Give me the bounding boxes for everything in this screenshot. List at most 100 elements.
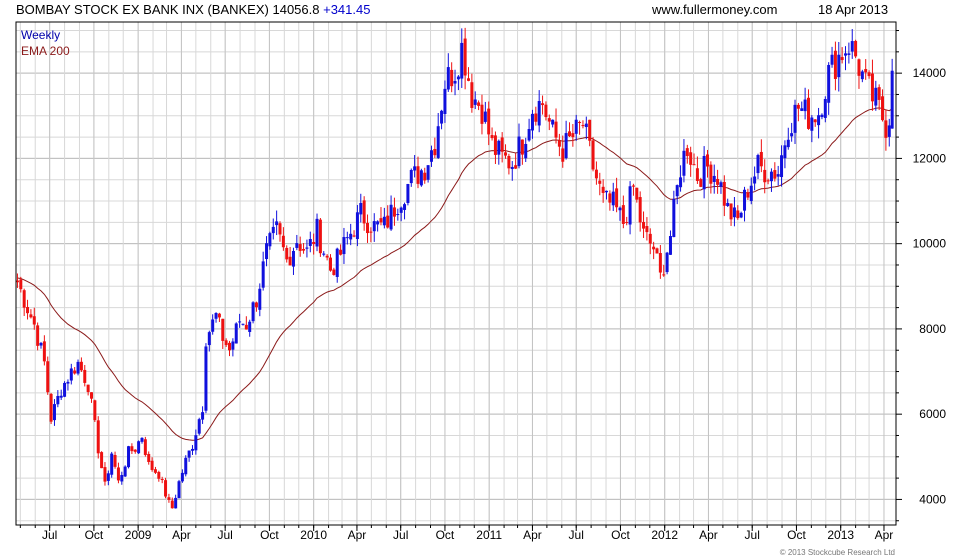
candle-body xyxy=(339,249,343,255)
candle-body xyxy=(332,269,336,275)
candle-body xyxy=(382,216,386,226)
candle-body xyxy=(473,99,477,105)
x-tick-label: 2012 xyxy=(651,528,678,542)
candle-body xyxy=(100,452,104,469)
candle-body xyxy=(729,203,733,220)
candle-body xyxy=(106,473,110,481)
last-value: 14056.8 xyxy=(272,2,320,17)
candle-body xyxy=(564,133,568,159)
candle-body xyxy=(517,136,521,167)
candle-body xyxy=(443,88,447,114)
candle-body xyxy=(157,471,161,479)
candle-body xyxy=(837,54,841,78)
candle-body xyxy=(672,198,676,238)
change-value: +341.45 xyxy=(323,2,371,17)
candle-body xyxy=(241,323,245,325)
candle-body xyxy=(780,155,784,178)
candle-body xyxy=(867,72,871,77)
candle-body xyxy=(753,176,757,184)
candle-body xyxy=(143,439,147,455)
candle-body xyxy=(26,306,30,314)
candle-body xyxy=(167,497,171,500)
candle-body xyxy=(625,222,629,224)
candle-body xyxy=(786,139,790,148)
candle-body xyxy=(860,71,864,80)
candle-body xyxy=(699,179,703,187)
candle-body xyxy=(746,192,750,198)
candle-body xyxy=(800,108,804,111)
candle-body xyxy=(349,233,353,240)
x-tick-label: Jul xyxy=(42,528,57,542)
candle-body xyxy=(732,207,736,218)
candle-body xyxy=(652,246,656,250)
candle-body xyxy=(123,466,127,477)
candle-body xyxy=(366,222,370,234)
candle-body xyxy=(662,274,666,276)
candle-body xyxy=(642,221,646,229)
candle-body xyxy=(291,250,295,267)
candle-body xyxy=(477,102,481,106)
candle-body xyxy=(164,480,168,497)
candle-body xyxy=(228,342,232,351)
y-tick-label: 6000 xyxy=(919,407,946,421)
candle-body xyxy=(820,114,824,117)
candle-body xyxy=(743,189,747,211)
candle-body xyxy=(460,42,464,79)
candle-body xyxy=(254,302,258,308)
x-tick-label: Apr xyxy=(523,528,542,542)
candle-body xyxy=(285,247,289,260)
candle-body xyxy=(500,137,504,152)
candle-body xyxy=(874,87,878,106)
candle-body xyxy=(584,123,588,128)
candle-body xyxy=(480,104,484,124)
candle-body xyxy=(497,140,501,155)
candle-body xyxy=(823,99,827,118)
chart-date: 18 Apr 2013 xyxy=(818,2,889,17)
candle-body xyxy=(520,139,524,155)
candle-body xyxy=(635,187,639,200)
copyright-text: © 2013 Stockcube Research Ltd xyxy=(780,548,895,557)
candle-body xyxy=(561,148,565,162)
candle-body xyxy=(692,164,696,166)
candle-body xyxy=(514,165,518,169)
candle-body xyxy=(110,453,114,475)
candle-body xyxy=(702,155,706,190)
candle-body xyxy=(490,135,494,139)
candle-body xyxy=(615,188,619,208)
x-tick-label: Apr xyxy=(699,528,718,542)
candle-body xyxy=(335,248,339,277)
candle-body xyxy=(467,78,471,81)
x-tick-label: 2013 xyxy=(827,528,854,542)
candle-body xyxy=(682,150,686,176)
x-tick-label: Oct xyxy=(787,528,806,542)
candle-body xyxy=(160,478,164,480)
candle-body xyxy=(416,166,420,184)
candle-body xyxy=(207,332,211,346)
candle-body xyxy=(847,53,851,55)
candle-body xyxy=(547,118,551,122)
candle-body xyxy=(645,226,649,233)
site-url[interactable]: www.fullermoney.com xyxy=(652,2,778,17)
candle-body xyxy=(224,340,228,346)
candle-body xyxy=(140,437,144,442)
candle-body xyxy=(372,221,376,232)
candle-body xyxy=(534,113,538,122)
candle-body xyxy=(355,212,359,240)
candle-body xyxy=(679,177,683,188)
candle-body xyxy=(211,319,215,332)
candle-body xyxy=(487,108,491,135)
candle-body xyxy=(56,395,60,405)
candle-body xyxy=(631,185,635,187)
candle-body xyxy=(362,200,366,224)
y-tick-label: 14000 xyxy=(913,66,947,80)
candles-layer xyxy=(15,27,894,509)
x-tick-label: Jul xyxy=(569,528,584,542)
candle-body xyxy=(244,324,248,330)
candle-body xyxy=(369,231,373,233)
candle-body xyxy=(187,450,191,458)
candle-body xyxy=(766,180,770,182)
legend-ema: EMA 200 xyxy=(21,44,70,58)
candle-body xyxy=(275,221,279,226)
candle-body xyxy=(120,475,124,482)
y-tick-label: 8000 xyxy=(919,322,946,336)
